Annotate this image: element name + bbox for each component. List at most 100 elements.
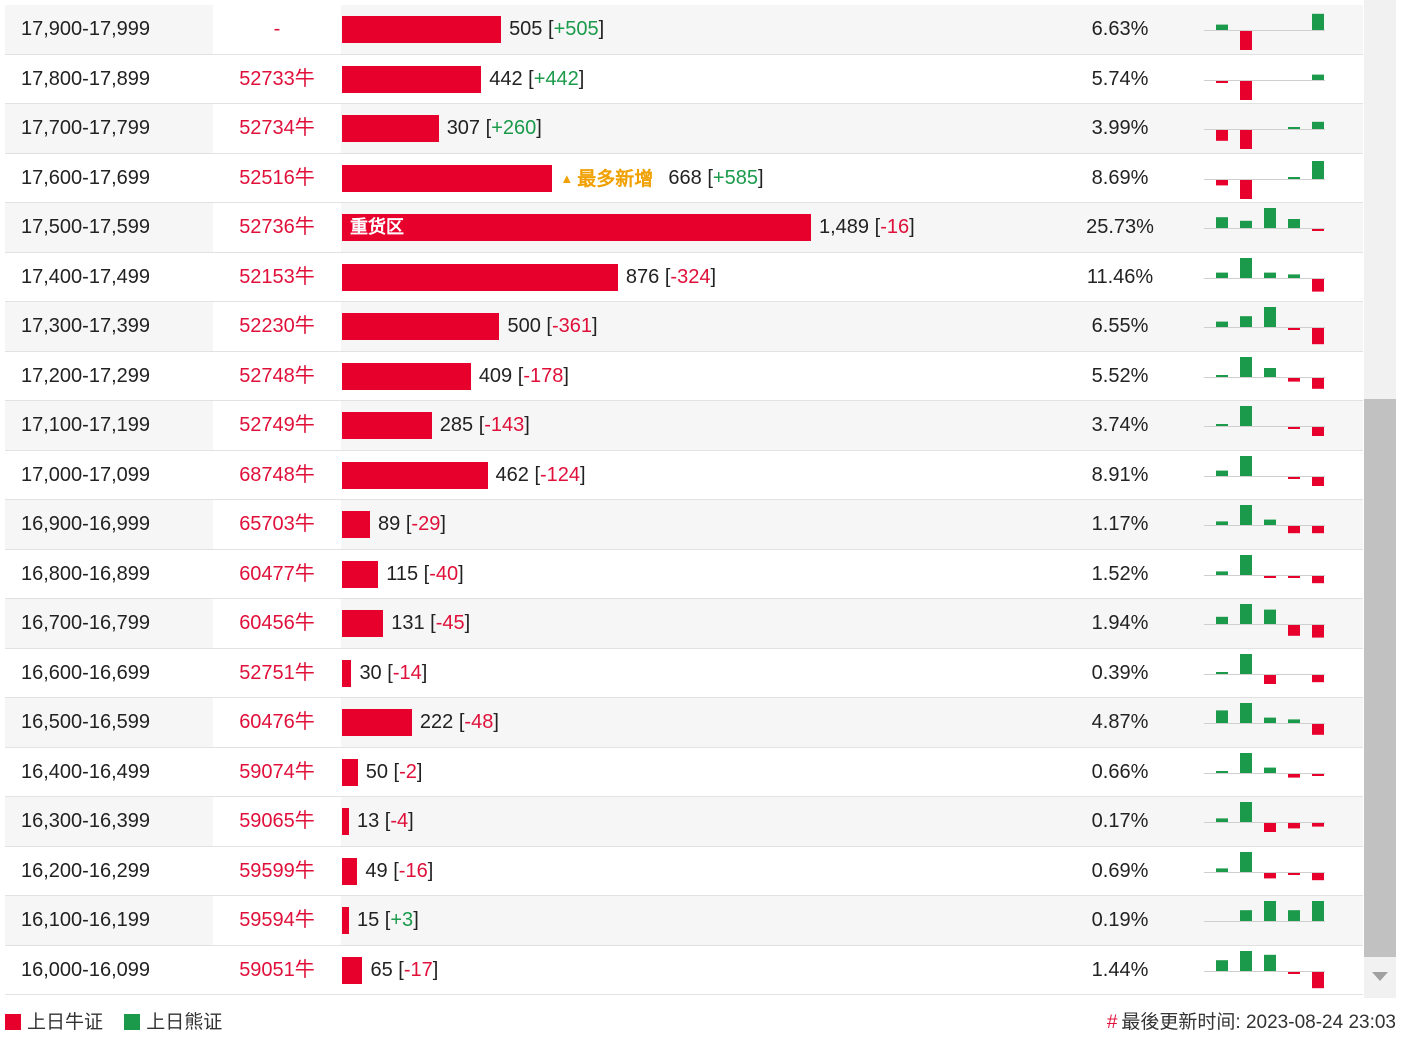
table-row[interactable]: 17,900-17,999 - 505 [+505] 6.63% [5,5,1363,55]
quantity-change: -29 [411,513,441,535]
history-sparkline [1204,121,1325,149]
warrant-code[interactable]: 59599牛 [239,859,315,882]
sparkline-bar [1288,773,1300,778]
quantity-number: 30 [359,661,382,684]
quantity-bar [342,758,358,786]
warrant-code[interactable]: 68748牛 [239,463,315,486]
history-sparkline [1204,703,1325,735]
table-row[interactable]: 17,400-17,499 52153牛 876 [-324] 11.46% [5,252,1363,302]
table-row[interactable]: 17,200-17,299 52748牛 409 [-178] 5.52% [5,351,1363,401]
warrant-code[interactable]: 52516牛 [239,166,315,189]
table-row[interactable]: 16,100-16,199 59594牛 15 [+3] 0.19% [5,896,1363,946]
sparkline-bar [1288,273,1300,278]
warrant-code[interactable]: 60477牛 [239,562,315,585]
table-row[interactable]: 17,800-17,899 52733牛 442 [+442] 5.74% [5,54,1363,104]
quantity-value: 409 [-178] [478,364,569,387]
sparkline-bar [1240,851,1252,872]
warrant-code[interactable]: 52748牛 [239,364,315,387]
price-range: 16,800-16,899 [21,562,151,585]
price-range: 17,200-17,299 [21,364,151,387]
quantity-value: 876 [-324] [625,265,716,288]
scroll-down-arrow-icon[interactable] [1372,972,1388,981]
warrant-code[interactable]: 52733牛 [239,67,315,90]
price-range: 17,400-17,499 [21,265,151,288]
table-row[interactable]: 16,500-16,599 60476牛 222 [-48] 4.87% [5,698,1363,748]
percentage: 5.52% [1091,364,1149,387]
quantity-bar [342,808,349,835]
table-row[interactable]: 17,100-17,199 52749牛 285 [-143] 3.74% [5,401,1363,451]
heavy-zone-label: 重货区 [350,217,404,237]
quantity-value: 1,489 [-16] [819,216,915,238]
warrant-code[interactable]: - [273,18,281,40]
quantity-bar [342,313,500,340]
table-row[interactable]: 16,600-16,699 52751牛 30 [-14] 0.39% [5,648,1363,698]
warrant-code[interactable]: 59074牛 [239,760,315,783]
warrant-code[interactable]: 52749牛 [239,414,315,436]
percentage: 1.17% [1091,513,1149,535]
quantity-bar [342,857,358,885]
quantity-number: 442 [489,67,523,90]
sparkline-bar [1312,773,1324,776]
table-row[interactable]: 17,000-17,099 68748牛 462 [-124] 8.91% [5,450,1363,500]
table-row[interactable]: 16,900-16,999 65703牛 89 [-29] 1.17% [5,500,1363,550]
table-row[interactable]: 16,000-16,099 59051牛 65 [-17] 1.44% [5,945,1363,995]
warrant-code[interactable]: 60476牛 [239,711,315,733]
sparkline-bar [1264,519,1276,525]
sparkline-bar [1240,802,1252,822]
quantity-change: -124 [540,463,581,486]
percentage: 0.19% [1091,909,1149,931]
warrant-code[interactable]: 52751牛 [239,661,315,684]
sparkline-bar [1216,616,1228,624]
quantity-number: 462 [495,463,529,486]
percentage: 8.69% [1091,166,1149,189]
table-row[interactable]: 16,300-16,399 59065牛 13 [-4] 0.17% [5,797,1363,847]
sparkline-bar [1240,653,1252,674]
warrant-code[interactable]: 59065牛 [239,810,315,832]
warrant-cell-bg [213,648,341,697]
quantity-number: 222 [419,711,454,733]
warrant-code[interactable]: 59051牛 [239,958,315,981]
warrant-code[interactable]: 60456牛 [239,612,315,634]
warrant-cell-bg [213,203,341,252]
sparkline-bar [1312,328,1324,345]
quantity-bar [342,115,439,142]
sparkline-bar [1312,427,1324,436]
warrant-cell-bg [213,747,341,796]
history-sparkline [1204,257,1325,292]
quantity-value: 30 [-14] [359,661,428,684]
quantity-change: -4 [390,810,409,832]
warrant-code[interactable]: 65703牛 [239,513,315,535]
sparkline-bar [1264,367,1276,377]
percentage: 11.46% [1086,265,1154,288]
sparkline-bar [1288,910,1300,921]
table-row[interactable]: 17,700-17,799 52734牛 307 [+260] 3.99% [5,104,1363,154]
warrant-code[interactable]: 52736牛 [239,216,315,238]
sparkline-bar [1216,867,1228,872]
table-row[interactable]: 17,500-17,599 52736牛 重货区 1,489 [-16] 25.73% [5,203,1363,253]
table-row[interactable]: 17,300-17,399 52230牛 500 [-361] 6.55% [5,302,1363,352]
price-range: 16,300-16,399 [21,810,151,832]
history-sparkline [1204,307,1325,345]
quantity-bar: 重货区 [342,214,811,241]
warrant-code[interactable]: 59594牛 [239,909,315,931]
quantity-value: 505 [+505] [509,18,605,40]
warrant-code[interactable]: 52734牛 [239,117,315,139]
sparkline-bar [1312,278,1324,292]
quantity-bar [342,362,471,390]
table-row[interactable]: 16,800-16,899 60477牛 115 [-40] 1.52% [5,549,1363,599]
table-row[interactable]: 17,600-17,699 52516牛 ▲ 最多新增 668 [+585] 8.69% [5,153,1363,203]
percentage: 0.39% [1091,661,1149,684]
table-row[interactable]: 16,200-16,299 59599牛 49 [-16] 0.69% [5,846,1363,896]
warrant-code[interactable]: 52230牛 [239,315,315,337]
legend-bull: 上日牛证 [5,1010,103,1036]
quantity-value: 89 [-29] [378,513,446,535]
table-row[interactable]: 16,400-16,499 59074牛 50 [-2] 0.66% [5,747,1363,797]
price-range: 16,000-16,099 [21,958,151,981]
sparkline-bar [1312,377,1324,389]
sparkline-bar [1216,80,1228,83]
scrollbar-thumb[interactable] [1364,399,1396,957]
sparkline-bar [1264,674,1276,684]
warrant-code[interactable]: 52153牛 [239,265,315,288]
sparkline-bar [1240,356,1252,377]
table-row[interactable]: 16,700-16,799 60456牛 131 [-45] 1.94% [5,599,1363,649]
